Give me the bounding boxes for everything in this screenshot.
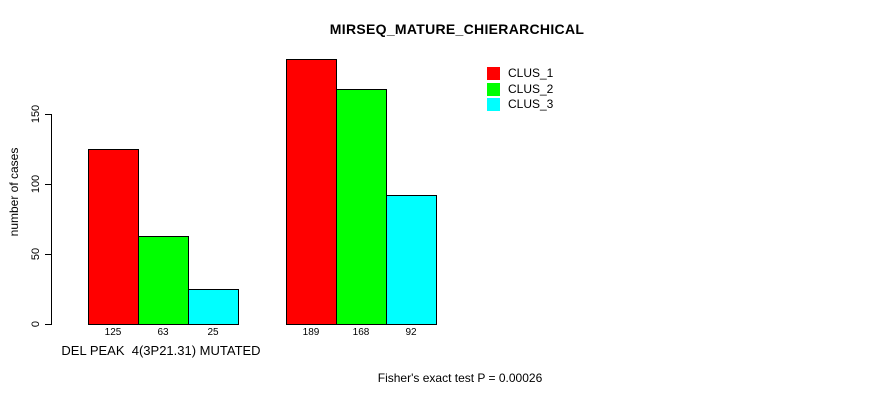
bar-value-label: 189 [302,327,320,338]
bar-clus3-group2 [386,195,437,325]
bar-value-label: 63 [157,327,169,338]
bar-value-label: 125 [104,327,122,338]
legend-swatch-clus2 [487,82,500,96]
x-axis-label: DEL PEAK 4(3P21.31) MUTATED [61,343,261,358]
chart-title: MIRSEQ_MATURE_CHIERARCHICAL [329,21,585,37]
bar-clus2-group1 [138,236,189,325]
legend-label-clus3: CLUS_3 [508,97,554,112]
y-axis-tick-label: 50 [30,247,42,261]
bar-value-label: 92 [405,327,417,338]
legend: CLUS_1 CLUS_2 CLUS_3 [487,67,553,112]
bar-value-label: 25 [207,327,219,338]
y-axis-line [51,114,52,325]
legend-item-clus3: CLUS_3 [487,98,553,112]
legend-label-clus2: CLUS_2 [508,81,554,96]
y-axis-tick [45,254,52,255]
y-axis-tick [45,184,52,185]
bar-clus1-group1 [88,149,139,325]
y-axis-tick-label: 150 [30,104,42,124]
y-axis-tick-label: 0 [30,320,42,328]
footnote-fishers-test: Fisher's exact test P = 0.00026 [377,371,543,385]
legend-item-clus1: CLUS_1 [487,67,553,81]
y-axis-tick [45,114,52,115]
y-axis-title: number of cases [7,147,21,237]
legend-swatch-clus3 [487,98,500,112]
bar-clus3-group1 [188,289,239,325]
bar-clus2-group2 [336,89,387,325]
legend-label-clus1: CLUS_1 [508,66,554,81]
legend-swatch-clus1 [487,67,500,81]
bar-clus1-group2 [286,59,337,325]
legend-item-clus2: CLUS_2 [487,81,554,97]
y-axis-tick-label: 100 [30,174,42,194]
bar-value-label: 168 [352,327,370,338]
y-axis-tick [45,324,52,325]
